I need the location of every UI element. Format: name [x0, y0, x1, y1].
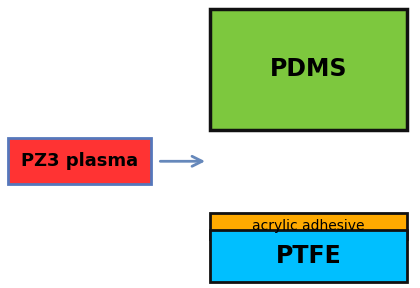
Bar	[8, 138, 151, 184]
Text: PDMS: PDMS	[270, 57, 347, 81]
Bar	[210, 9, 407, 130]
Text: acrylic adhesive: acrylic adhesive	[252, 219, 365, 233]
Bar	[210, 230, 407, 282]
Text: PTFE: PTFE	[276, 244, 341, 268]
Text: PZ3 plasma: PZ3 plasma	[21, 152, 138, 170]
Bar	[210, 213, 407, 239]
